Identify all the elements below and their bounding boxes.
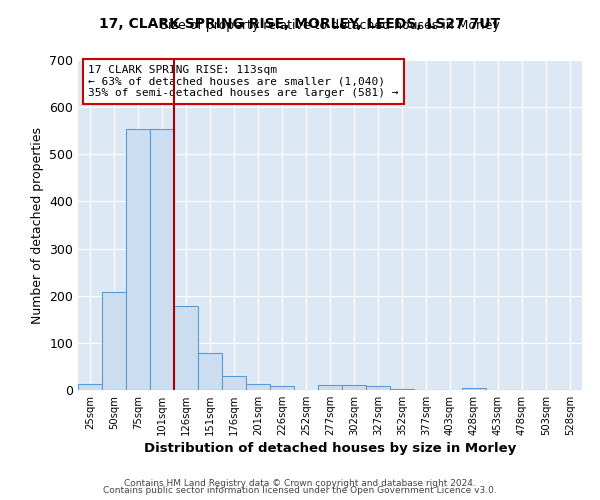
Bar (318, 386, 342, 390)
Bar (102, 292, 126, 390)
Bar (222, 376, 246, 390)
Bar (366, 386, 390, 390)
Bar (270, 386, 294, 390)
Text: Contains public sector information licensed under the Open Government Licence v3: Contains public sector information licen… (103, 486, 497, 495)
Bar (150, 130, 174, 390)
Bar (198, 353, 222, 390)
Text: 17 CLARK SPRING RISE: 113sqm
← 63% of detached houses are smaller (1,040)
35% of: 17 CLARK SPRING RISE: 113sqm ← 63% of de… (88, 65, 398, 98)
Title: Size of property relative to detached houses in Morley: Size of property relative to detached ho… (160, 20, 500, 32)
X-axis label: Distribution of detached houses by size in Morley: Distribution of detached houses by size … (144, 442, 516, 455)
Text: 17, CLARK SPRING RISE, MORLEY, LEEDS, LS27 7UT: 17, CLARK SPRING RISE, MORLEY, LEEDS, LS… (100, 18, 500, 32)
Bar (390, 388, 414, 390)
Bar (78, 384, 102, 390)
Bar (462, 388, 486, 390)
Bar (174, 306, 198, 390)
Text: Contains HM Land Registry data © Crown copyright and database right 2024.: Contains HM Land Registry data © Crown c… (124, 478, 476, 488)
Y-axis label: Number of detached properties: Number of detached properties (31, 126, 44, 324)
Bar (126, 130, 150, 390)
Bar (342, 386, 366, 390)
Bar (246, 384, 270, 390)
